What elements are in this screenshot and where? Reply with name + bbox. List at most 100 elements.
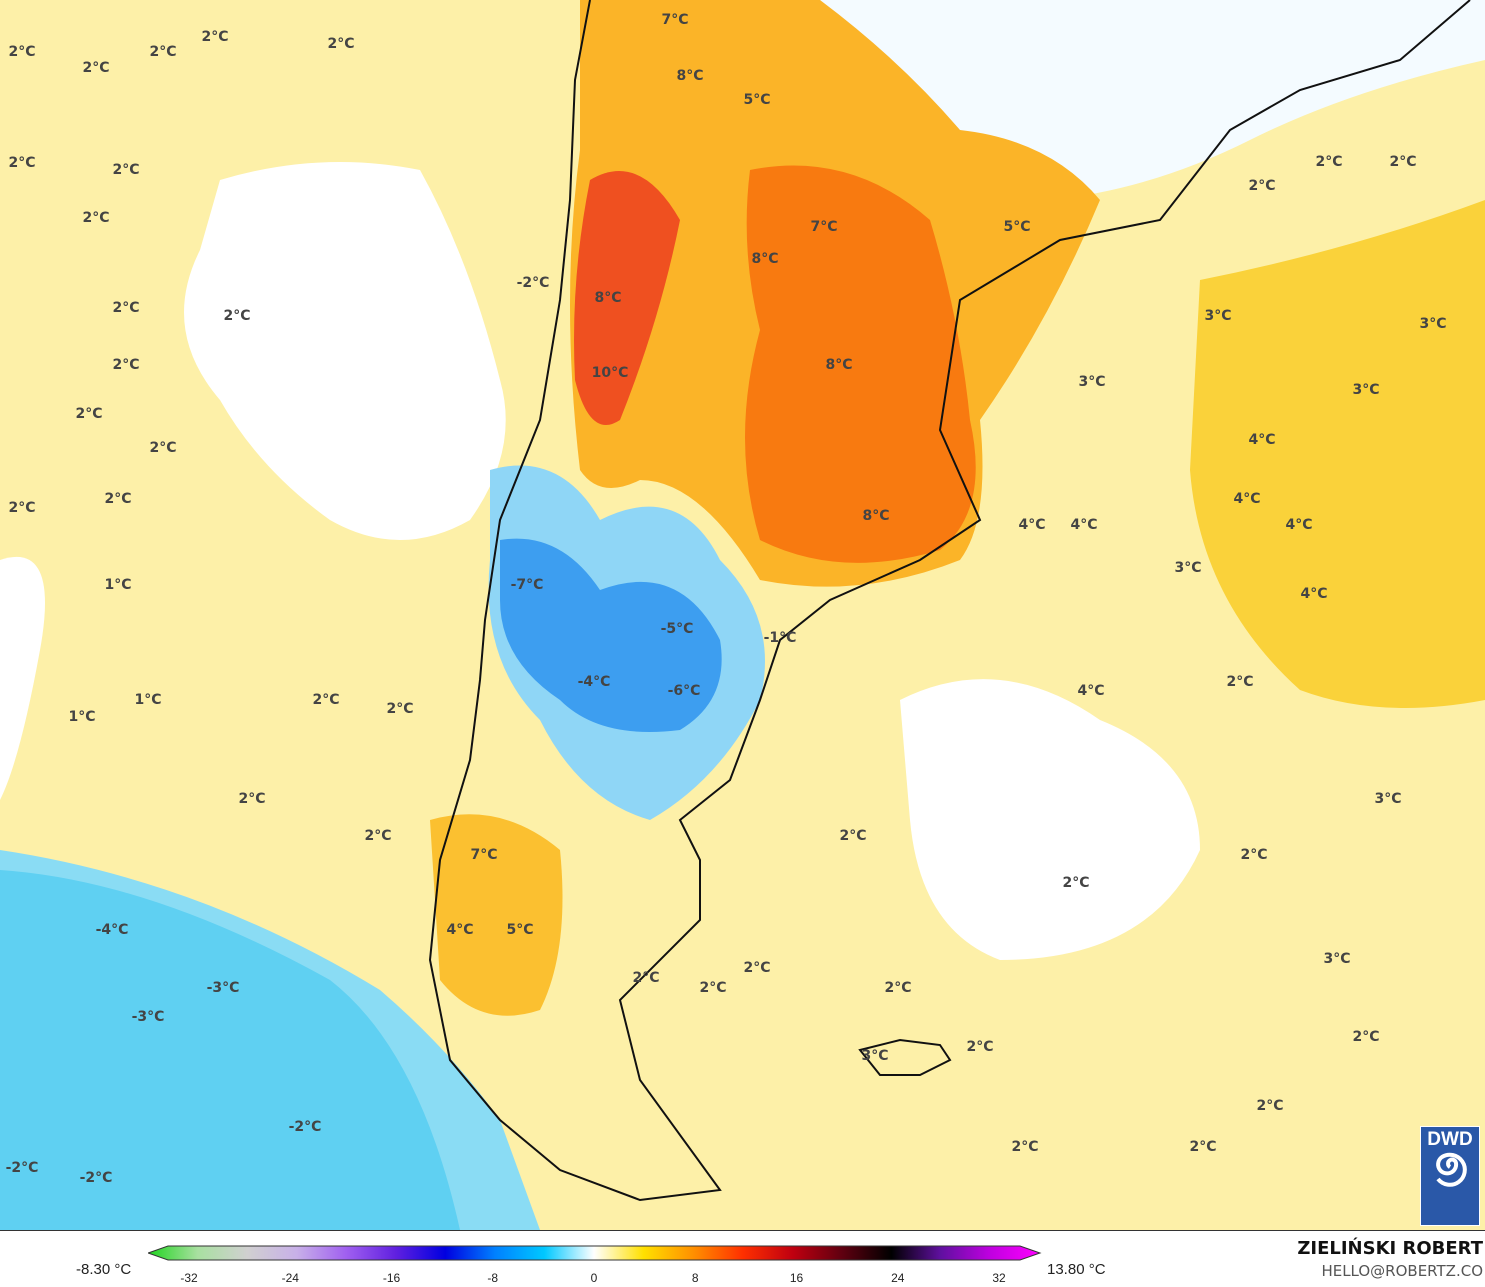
temperature-label: -1°C [763,630,797,646]
temperature-label: -2°C [288,1119,322,1135]
temperature-label: 2°C [1011,1139,1039,1155]
temperature-label: 2°C [112,357,140,373]
white-region-pacific [184,162,506,540]
temperature-label: 5°C [1003,219,1031,235]
temperature-label: 2°C [966,1039,994,1055]
temperature-label: 8°C [862,508,890,524]
temperature-label: -2°C [516,275,550,291]
temperature-label: 2°C [201,29,229,45]
temperature-label: -3°C [131,1009,165,1025]
legend-footer: -8.30 °C -32 -24 -16 -8 0 8 16 24 32 13.80 °C ZI… [0,1231,1485,1287]
dwd-logo: DWD [1420,1126,1480,1226]
temperature-label: 4°C [1018,517,1046,533]
temperature-label: 2°C [632,970,660,986]
temperature-label: 3°C [1174,560,1202,576]
colorbar-tick: 8 [691,1271,699,1285]
temperature-label: 2°C [699,980,727,996]
temperature-label: 4°C [1077,683,1105,699]
colorbar-tick: -24 [281,1271,299,1285]
dwd-logo-text: DWD [1427,1129,1473,1150]
temperature-label: 2°C [8,500,36,516]
warm-south-andes [430,814,563,1016]
temperature-label: 2°C [327,36,355,52]
colorbar-tick: 16 [789,1271,804,1285]
temperature-label: 2°C [75,406,103,422]
colorbar-tick: -8 [487,1271,499,1285]
temperature-label: 4°C [1300,586,1328,602]
temperature-label: 8°C [594,290,622,306]
white-region-west [0,556,45,800]
temperature-label: 2°C [149,44,177,60]
author-name: ZIELIŃSKI ROBERT [1297,1238,1483,1259]
temperature-label: 8°C [825,357,853,373]
temperature-label: 2°C [223,308,251,324]
temperature-label: 2°C [1315,154,1343,170]
temperature-label: 2°C [112,300,140,316]
colorbar-tick: 0 [590,1271,598,1285]
temperature-label: 2°C [1248,178,1276,194]
warm-atlantic [1190,200,1485,708]
colorbar-tick: 24 [891,1271,905,1285]
temperature-label: 1°C [68,709,96,725]
colorbar-tick: 32 [992,1271,1006,1285]
temperature-label: 2°C [839,828,867,844]
temperature-label: 2°C [82,210,110,226]
temperature-label: 2°C [238,791,266,807]
cold-ocean-core [0,870,460,1230]
temperature-label: 7°C [810,219,838,235]
temperature-label: 3°C [1204,308,1232,324]
min-value: -8.30 °C [76,1261,132,1278]
temperature-label: 2°C [1189,1139,1217,1155]
temperature-label: 2°C [1226,674,1254,690]
temperature-label: 2°C [1256,1098,1284,1114]
temperature-label: 2°C [1062,875,1090,891]
temperature-label: 2°C [1389,154,1417,170]
colorbar [148,1245,1042,1261]
temperature-label: 5°C [743,92,771,108]
temperature-label: 2°C [1240,847,1268,863]
temperature-label: 2°C [743,960,771,976]
temperature-label: 4°C [1233,491,1261,507]
colorbar-tick: -16 [382,1271,401,1285]
temperature-label: 2°C [386,701,414,717]
temperature-label: 8°C [676,68,704,84]
temperature-label: 1°C [104,577,132,593]
hot-andes [574,171,680,425]
hot-core [745,165,976,563]
temperature-label: 2°C [1352,1029,1380,1045]
temperature-map: 2°C 2°C 2°C 2°C 2°C 7°C 8°C 5°C 2°C 2°C 2°C -2°C 7°C… [0,0,1485,1231]
temperature-label: 2°C [312,692,340,708]
temperature-label: 1°C [134,692,162,708]
temperature-label: 4°C [446,922,474,938]
temperature-label: 2°C [149,440,177,456]
temperature-label: 4°C [1070,517,1098,533]
temperature-label: 3°C [1078,374,1106,390]
falklands [858,1038,952,1076]
temperature-label: 3°C [1352,382,1380,398]
temperature-label: 3°C [861,1048,889,1064]
temperature-label: 4°C [1248,432,1276,448]
temperature-label: 2°C [82,60,110,76]
temperature-label: 5°C [506,922,534,938]
temperature-label: -6°C [667,683,701,699]
spiral-icon [1436,1152,1467,1187]
temperature-label: 2°C [104,491,132,507]
temperature-label: -2°C [79,1170,113,1186]
temperature-label: -4°C [577,674,611,690]
cold-patagonia-core [500,538,722,732]
temperature-label: 10°C [591,365,629,381]
temperature-label: -7°C [510,577,544,593]
temperature-label: 3°C [1374,791,1402,807]
author-email[interactable]: HELLO@ROBERTZ.CO [1321,1262,1483,1280]
temperature-label: -4°C [95,922,129,938]
max-value: 13.80 °C [1047,1261,1106,1278]
temperature-label: 2°C [8,155,36,171]
temperature-label: 8°C [751,251,779,267]
temperature-label: 2°C [8,44,36,60]
temperature-label: 7°C [661,12,689,28]
temperature-label: 7°C [470,847,498,863]
temperature-label: -5°C [660,621,694,637]
temperature-label: -2°C [5,1160,39,1176]
colorbar-tick: -32 [180,1271,198,1285]
temperature-label: 2°C [112,162,140,178]
